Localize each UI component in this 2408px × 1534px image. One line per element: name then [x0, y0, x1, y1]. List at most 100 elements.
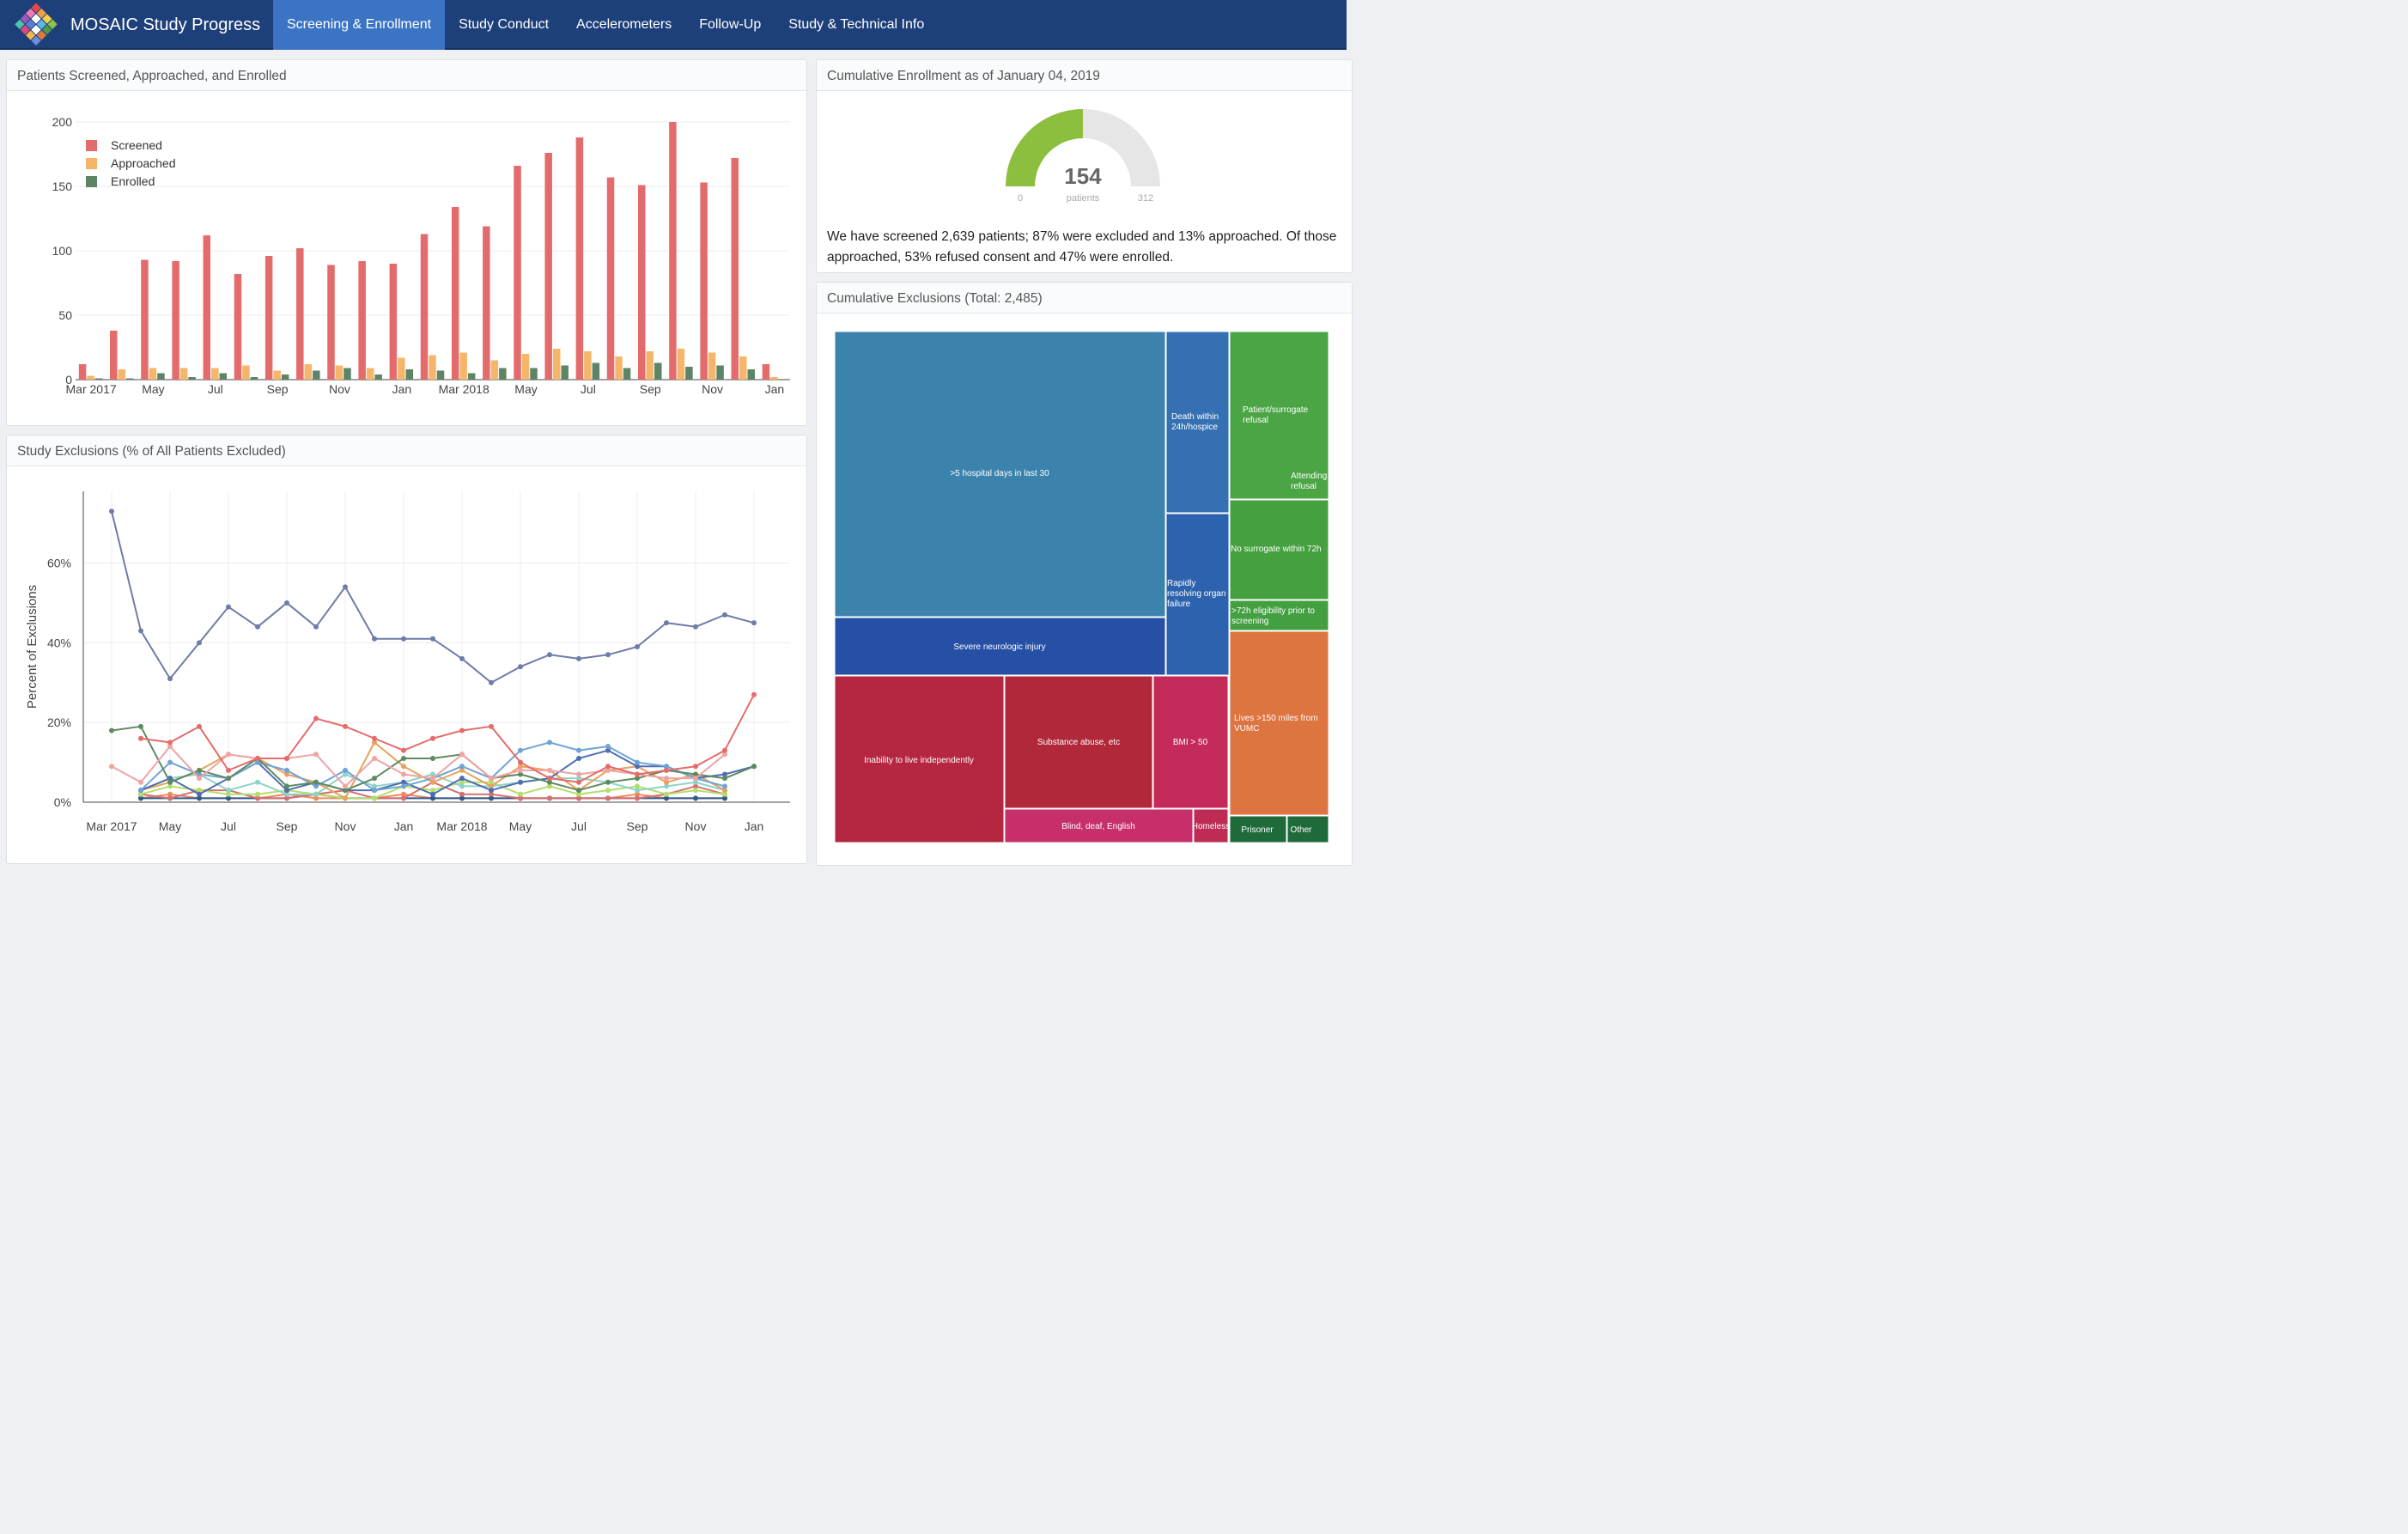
bar-enrolled[interactable]	[126, 378, 134, 380]
exclusion-point[interactable]	[197, 788, 202, 794]
exclusion-series-line[interactable]	[140, 694, 755, 783]
exclusion-point[interactable]	[430, 779, 435, 785]
exclusions-line-chart[interactable]: 0% 20% 40% 60% Percent of Exclusions Mar 2017…	[7, 467, 806, 855]
exclusion-point[interactable]	[430, 788, 435, 794]
exclusion-point[interactable]	[430, 771, 435, 777]
exclusion-point[interactable]	[547, 779, 552, 785]
bar-approached[interactable]	[459, 352, 467, 380]
treemap-tile[interactable]	[1229, 630, 1329, 816]
exclusion-point[interactable]	[109, 727, 114, 734]
exclusion-point[interactable]	[518, 795, 523, 801]
exclusion-point[interactable]	[372, 795, 377, 801]
exclusion-point[interactable]	[664, 764, 669, 770]
bar-screened[interactable]	[172, 261, 179, 380]
exclusion-point[interactable]	[401, 755, 406, 761]
exclusion-point[interactable]	[576, 655, 581, 661]
exclusion-point[interactable]	[167, 744, 173, 750]
treemap-tile[interactable]	[1165, 513, 1230, 676]
exclusion-point[interactable]	[138, 779, 143, 785]
bar-enrolled[interactable]	[716, 365, 724, 380]
exclusion-point[interactable]	[489, 723, 494, 729]
exclusion-point[interactable]	[343, 584, 348, 590]
exclusion-point[interactable]	[693, 771, 698, 777]
treemap-tile[interactable]	[1004, 675, 1153, 809]
exclusion-point[interactable]	[167, 795, 173, 801]
exclusion-point[interactable]	[138, 791, 143, 797]
bar-screened[interactable]	[669, 122, 677, 380]
exclusion-point[interactable]	[197, 795, 202, 801]
exclusion-point[interactable]	[722, 788, 727, 794]
bar-approached[interactable]	[179, 368, 188, 380]
exclusion-point[interactable]	[109, 508, 114, 514]
bar-screened[interactable]	[358, 261, 366, 380]
exclusion-point[interactable]	[313, 795, 319, 801]
exclusion-point[interactable]	[547, 767, 552, 773]
exclusion-point[interactable]	[489, 795, 494, 801]
exclusion-point[interactable]	[722, 776, 727, 782]
exclusion-point[interactable]	[430, 795, 435, 801]
exclusion-point[interactable]	[343, 771, 348, 777]
exclusion-point[interactable]	[313, 791, 319, 797]
bar-approached[interactable]	[242, 365, 250, 380]
exclusion-point[interactable]	[313, 779, 319, 785]
bar-approached[interactable]	[770, 377, 778, 380]
exclusion-point[interactable]	[226, 752, 231, 758]
exclusion-point[interactable]	[547, 776, 552, 782]
exclusion-point[interactable]	[197, 791, 202, 797]
exclusion-point[interactable]	[401, 636, 406, 642]
exclusion-point[interactable]	[226, 604, 231, 610]
bar-approached[interactable]	[304, 364, 313, 380]
bar-approached[interactable]	[521, 354, 530, 380]
tab-study-conduct[interactable]: Study Conduct	[459, 17, 550, 32]
exclusion-point[interactable]	[518, 767, 523, 773]
exclusion-point[interactable]	[459, 783, 465, 789]
exclusion-point[interactable]	[343, 723, 348, 729]
exclusion-point[interactable]	[459, 764, 465, 770]
bar-approached[interactable]	[118, 369, 126, 380]
exclusion-point[interactable]	[284, 771, 289, 777]
exclusion-point[interactable]	[605, 652, 611, 658]
exclusion-point[interactable]	[489, 679, 494, 685]
legend-swatch-enrolled[interactable]	[86, 176, 97, 187]
exclusion-point[interactable]	[430, 791, 435, 797]
exclusion-point[interactable]	[401, 747, 406, 753]
exclusion-point[interactable]	[605, 764, 611, 770]
exclusion-point[interactable]	[664, 791, 669, 797]
exclusion-point[interactable]	[313, 715, 319, 721]
bar-screened[interactable]	[514, 166, 521, 380]
bar-screened[interactable]	[700, 182, 708, 380]
exclusion-point[interactable]	[372, 783, 377, 789]
exclusion-point[interactable]	[284, 783, 289, 789]
exclusion-point[interactable]	[664, 795, 669, 801]
brand[interactable]: MOSAIC Study Progress	[14, 3, 260, 46]
bar-enrolled[interactable]	[157, 373, 165, 380]
exclusion-point[interactable]	[197, 723, 202, 729]
exclusion-point[interactable]	[401, 764, 406, 770]
exclusion-point[interactable]	[664, 767, 669, 773]
legend-label-approached[interactable]: Approached	[111, 156, 176, 170]
exclusion-point[interactable]	[518, 771, 523, 777]
bar-approached[interactable]	[615, 356, 623, 380]
exclusion-point[interactable]	[430, 755, 435, 761]
exclusion-point[interactable]	[518, 791, 523, 797]
bar-screened[interactable]	[296, 248, 304, 380]
exclusion-point[interactable]	[401, 779, 406, 785]
exclusion-point[interactable]	[138, 788, 143, 794]
bar-screened[interactable]	[451, 207, 459, 380]
exclusion-point[interactable]	[693, 783, 698, 789]
bar-enrolled[interactable]	[685, 367, 693, 380]
bar-screened[interactable]	[141, 259, 149, 380]
legend-swatch-screened[interactable]	[86, 140, 97, 151]
exclusion-point[interactable]	[722, 795, 727, 801]
exclusion-point[interactable]	[284, 767, 289, 773]
exclusion-point[interactable]	[489, 783, 494, 789]
exclusion-point[interactable]	[751, 764, 757, 770]
exclusion-point[interactable]	[605, 779, 611, 785]
exclusion-point[interactable]	[722, 752, 727, 758]
exclusion-point[interactable]	[372, 788, 377, 794]
bar-enrolled[interactable]	[94, 378, 103, 380]
bar-approached[interactable]	[398, 357, 405, 380]
exclusion-point[interactable]	[430, 636, 435, 642]
bar-approached[interactable]	[646, 351, 654, 380]
bar-enrolled[interactable]	[747, 369, 755, 380]
